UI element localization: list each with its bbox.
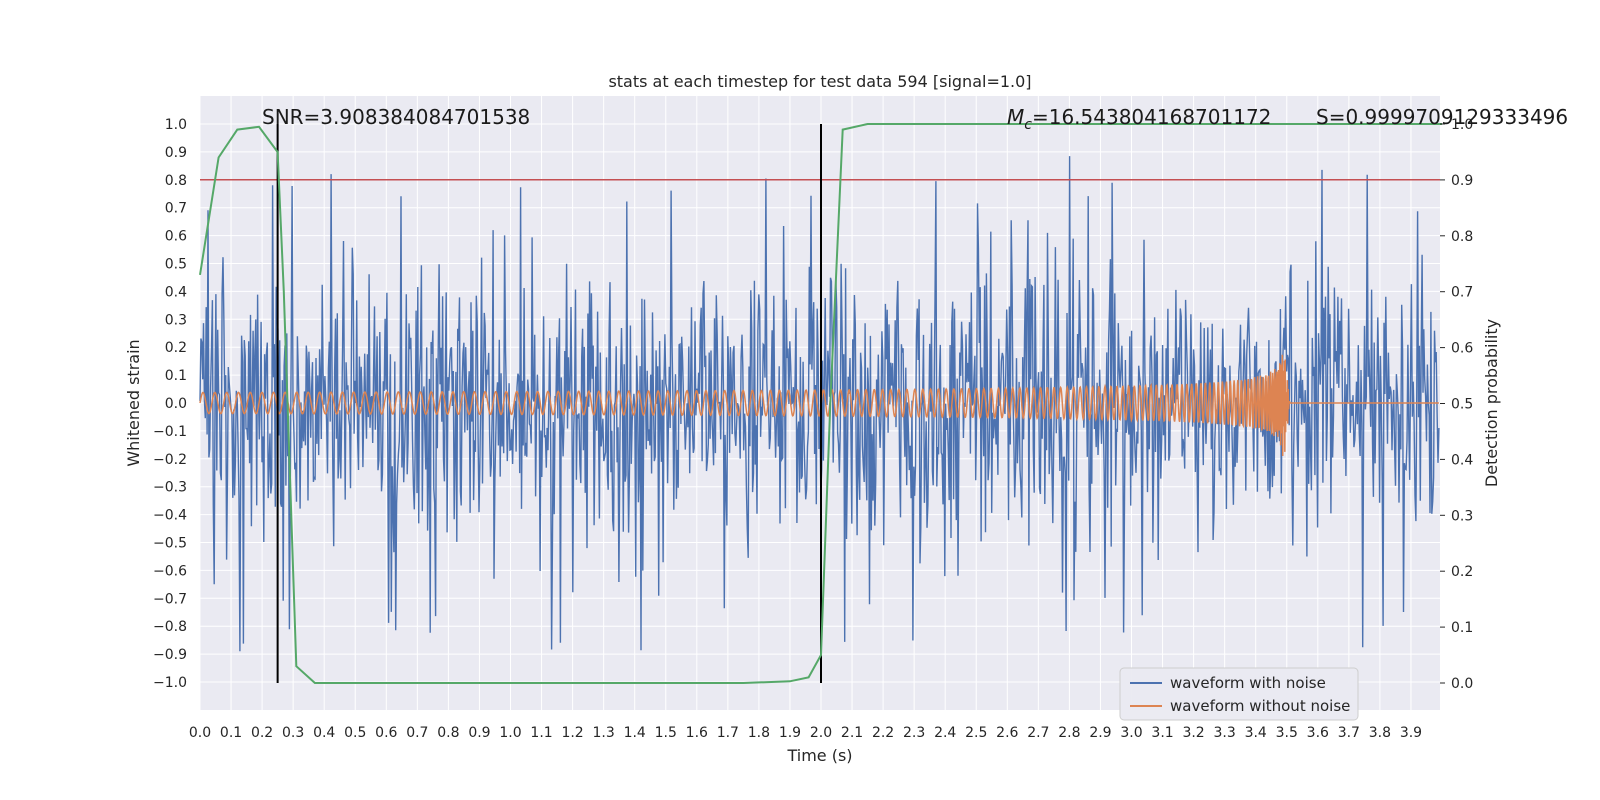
- x-tick-label: 0.1: [220, 725, 242, 741]
- x-tick-label: 3.6: [1307, 725, 1329, 741]
- x-tick-label: 1.5: [655, 725, 677, 741]
- y2-tick-label: 0.4: [1451, 452, 1473, 468]
- x-tick-label: 0.7: [406, 725, 428, 741]
- y2-tick-label: 0.0: [1451, 676, 1473, 692]
- tick-labels: 0.0 0.1 0.2 0.3 0.4 0.5 0.6 0.7 0.8 0.9 1.0 1.1 1.2 1…: [153, 117, 1473, 741]
- x-tick-label: 1.4: [624, 725, 646, 741]
- series-waveform-with-noise: [199, 156, 1440, 652]
- y2-axis-label: Detection probability: [1482, 319, 1501, 487]
- y-tick-label: −0.6: [153, 563, 187, 579]
- x-tick-label: 3.5: [1276, 725, 1298, 741]
- snr-annotation: SNR=3.908384084701538: [262, 105, 530, 129]
- x-tick-label: 1.8: [748, 725, 770, 741]
- y-tick-label: 0.0: [165, 396, 187, 412]
- y-axis-label: Whitened strain: [124, 339, 143, 466]
- y-tick-label: 0.6: [165, 229, 187, 245]
- x-tick-label: 1.3: [593, 725, 615, 741]
- y-tick-label: −0.1: [153, 424, 187, 440]
- x-tick-label: 1.1: [530, 725, 552, 741]
- y-tick-label: −0.4: [153, 508, 187, 524]
- series-detection-probability: [199, 123, 1442, 684]
- y-tick-label: 0.3: [165, 312, 187, 328]
- x-tick-label: 2.6: [996, 725, 1018, 741]
- y-tick-label: 0.7: [165, 201, 187, 217]
- x-tick-label: 3.8: [1369, 725, 1391, 741]
- x-tick-label: 0.2: [251, 725, 273, 741]
- y-tick-label: −0.5: [153, 536, 187, 552]
- x-axis-label: Time (s): [786, 746, 852, 765]
- x-tick-label: 1.0: [499, 725, 521, 741]
- x-tick-label: 2.0: [810, 725, 832, 741]
- y-tick-label: −0.8: [153, 619, 187, 635]
- x-tick-label: 0.6: [375, 725, 397, 741]
- y-tick-label: −0.2: [153, 452, 187, 468]
- x-tick-label: 0.3: [282, 725, 304, 741]
- y-tick-label: 0.1: [165, 368, 187, 384]
- x-tick-label: 2.7: [1027, 725, 1049, 741]
- chart-title: stats at each timestep for test data 594…: [608, 72, 1031, 91]
- x-tick-label: 3.2: [1182, 725, 1204, 741]
- y2-tick-label: 0.1: [1451, 620, 1473, 636]
- x-tick-label: 3.4: [1245, 725, 1267, 741]
- x-tick-label: 2.4: [934, 725, 956, 741]
- x-tick-label: 2.1: [841, 725, 863, 741]
- y2-tick-label: 0.6: [1451, 341, 1473, 357]
- y-tick-label: −1.0: [153, 675, 187, 691]
- x-tick-label: 2.5: [965, 725, 987, 741]
- x-tick-label: 3.9: [1400, 725, 1422, 741]
- x-tick-label: 3.0: [1120, 725, 1142, 741]
- x-tick-label: 3.7: [1338, 725, 1360, 741]
- x-tick-label: 1.2: [561, 725, 583, 741]
- s-annotation: S=0.9999709129333496: [1316, 105, 1568, 129]
- y-tick-label: 0.8: [165, 173, 187, 189]
- series-layer: [199, 156, 1440, 652]
- x-tick-label: 3.3: [1214, 725, 1236, 741]
- legend-label-clean: waveform without noise: [1170, 697, 1350, 715]
- x-tick-label: 0.4: [313, 725, 335, 741]
- y2-tick-label: 0.2: [1451, 564, 1473, 580]
- mc-annotation: Mc=16.543804168701172: [1007, 105, 1271, 133]
- x-tick-label: 1.7: [717, 725, 739, 741]
- x-tick-label: 0.9: [468, 725, 490, 741]
- x-tick-label: 0.5: [344, 725, 366, 741]
- mc-value: =16.543804168701172: [1032, 105, 1271, 129]
- y2-tick-label: 0.5: [1451, 397, 1473, 413]
- x-tick-label: 3.1: [1151, 725, 1173, 741]
- y-tick-label: 0.5: [165, 257, 187, 273]
- y2-tick-label: 0.9: [1451, 173, 1473, 189]
- x-tick-label: 1.9: [779, 725, 801, 741]
- y2-tick-label: 1.0: [1451, 117, 1473, 133]
- y-tick-label: 0.9: [165, 145, 187, 161]
- overlay-layer: [199, 123, 1442, 684]
- legend: waveform with noise waveform without noi…: [1119, 667, 1359, 721]
- y2-tick-label: 0.3: [1451, 508, 1473, 524]
- x-tick-label: 2.2: [872, 725, 894, 741]
- y-tick-label: −0.3: [153, 480, 187, 496]
- y-tick-label: −0.9: [153, 647, 187, 663]
- y-tick-label: 0.4: [165, 284, 187, 300]
- mc-symbol: M: [1007, 105, 1024, 129]
- x-tick-label: 0.0: [189, 725, 211, 741]
- x-tick-label: 1.6: [686, 725, 708, 741]
- x-tick-label: 2.3: [903, 725, 925, 741]
- y-tick-label: 0.2: [165, 340, 187, 356]
- series-waveform-without-noise: [199, 354, 1439, 457]
- y-tick-label: −0.7: [153, 591, 187, 607]
- y-tick-label: 1.0: [165, 117, 187, 133]
- y2-tick-label: 0.7: [1451, 285, 1473, 301]
- x-tick-label: 0.8: [437, 725, 459, 741]
- legend-box: [1119, 667, 1359, 721]
- mc-subscript: c: [1024, 117, 1032, 133]
- y2-tick-label: 0.8: [1451, 229, 1473, 245]
- x-tick-label: 2.8: [1058, 725, 1080, 741]
- legend-label-noise: waveform with noise: [1170, 674, 1326, 692]
- x-tick-label: 2.9: [1089, 725, 1111, 741]
